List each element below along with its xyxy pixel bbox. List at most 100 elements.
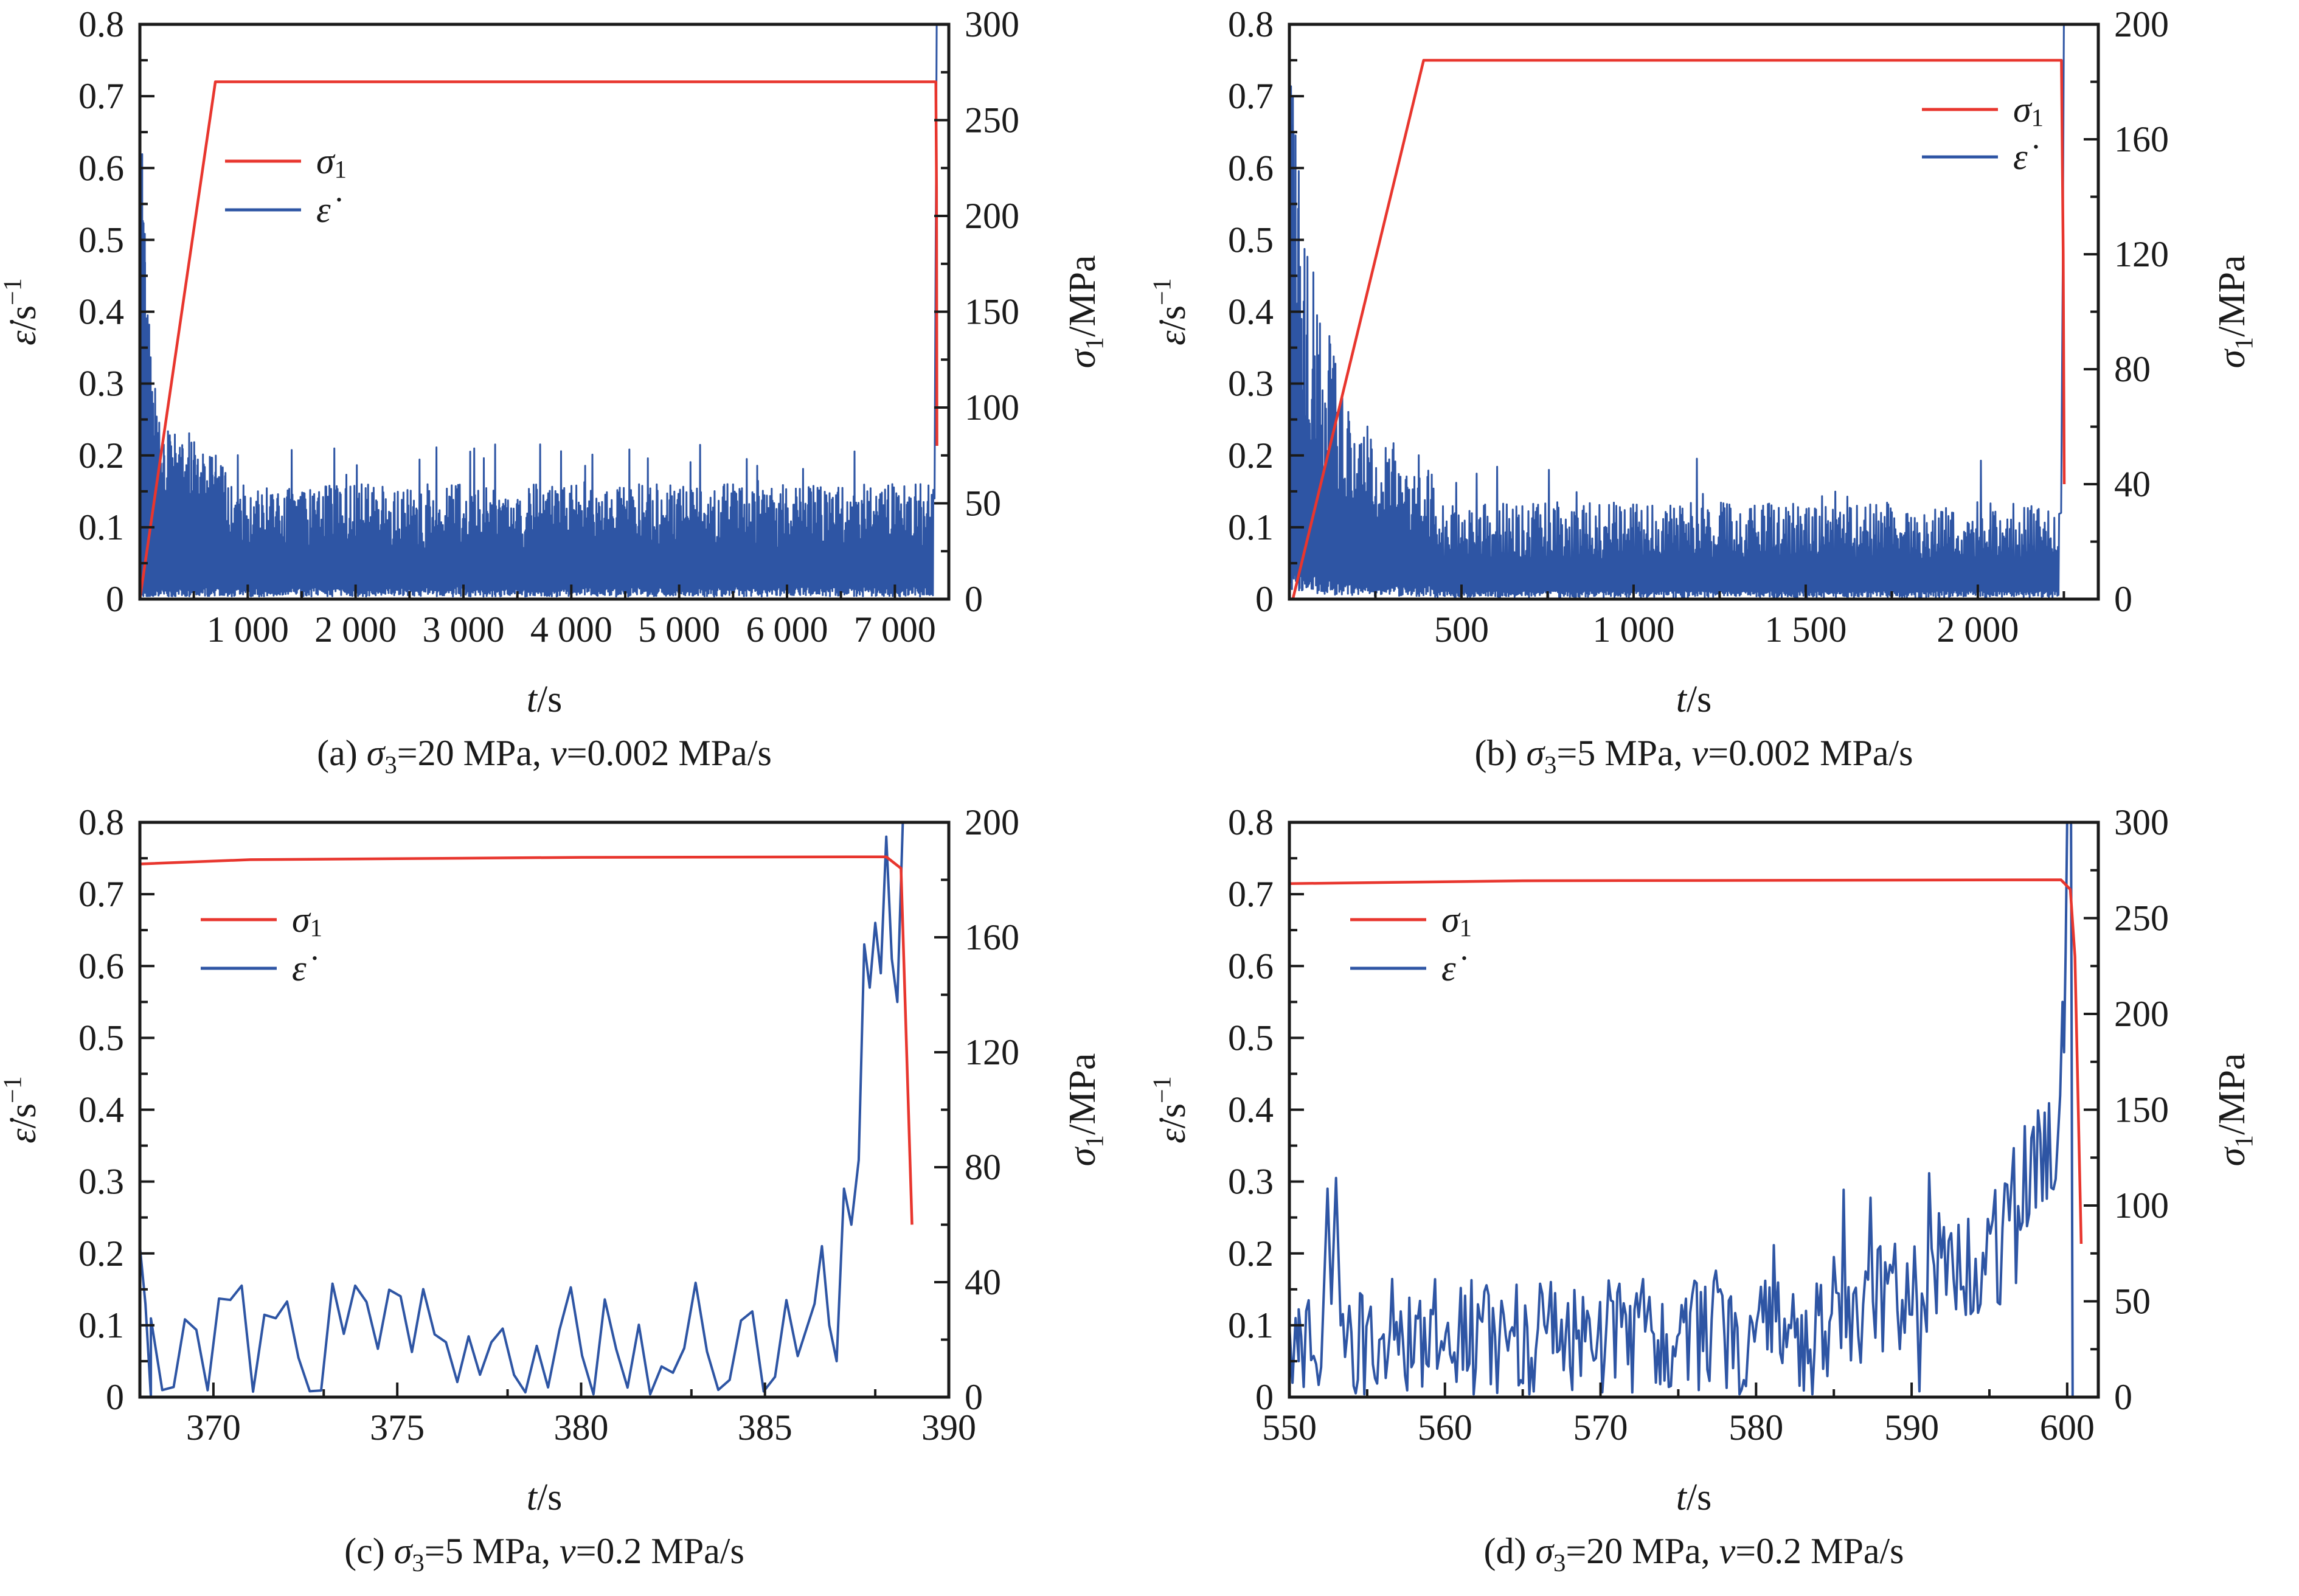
- x-tick-label: 580: [1729, 1407, 1783, 1448]
- y-right-tick-label: 0: [965, 579, 983, 619]
- x-tick-label: 6 000: [746, 609, 828, 650]
- y-left-tick-label: 0.8: [78, 4, 124, 44]
- legend-strain-rate-label: ε̇: [1441, 948, 1466, 988]
- y-left-axis-title: ε̇/s−1: [1148, 1076, 1193, 1143]
- x-tick-label: 2 000: [1937, 609, 2019, 650]
- y-left-tick-label: 0.2: [78, 1233, 124, 1274]
- legend-sigma1-label: σ1: [1441, 900, 1472, 942]
- y-left-tick-label: 0.1: [78, 507, 124, 547]
- strain-rate-curve: [140, 24, 938, 598]
- legend-strain-rate: ε̇: [201, 948, 317, 988]
- legend-strain-rate: ε̇: [225, 190, 341, 230]
- y-left-tick-label: 0.8: [1228, 4, 1274, 44]
- legend: σ1 ε̇: [1922, 89, 2044, 177]
- y-right-tick-label: 0: [965, 1377, 983, 1417]
- y-left-tick-label: 0.7: [1228, 76, 1274, 116]
- axis-titles: ε̇/s−1 σ1/MPa t/s (a) σ3=20 MPa, v=0.002 MP…: [0, 255, 1109, 779]
- series-group: [140, 822, 914, 1397]
- x-axis-title: t/s: [527, 679, 563, 720]
- axis-titles: ε̇/s−1 σ1/MPa t/s (b) σ3=5 MPa, v=0.002 MPa…: [1148, 255, 2258, 779]
- y-left-tick-label: 0.5: [78, 220, 124, 260]
- legend-strain-rate: ε̇: [1350, 948, 1466, 988]
- y-right-tick-label: 300: [2114, 802, 2169, 842]
- y-left-tick-label: 0.5: [1228, 220, 1274, 260]
- legend-sigma1-label: σ1: [316, 141, 347, 183]
- sigma1-curve: [1291, 58, 2066, 599]
- x-tick-label: 385: [738, 1407, 792, 1448]
- y-right-tick-label: 150: [965, 292, 1019, 332]
- strain-rate-curve: [140, 822, 904, 1397]
- chart-panel-d: 550 560 570 580 590 600 0 0.1 0.2 0.3 0.4 0.5 0.6 0.7…: [1148, 802, 2259, 1577]
- y-left-axis-title: ε̇/s−1: [1148, 278, 1193, 345]
- y-right-tick-label: 80: [2114, 349, 2151, 389]
- y-left-tick-label: 0.6: [1228, 148, 1274, 188]
- legend-strain-rate-label: ε̇: [2013, 137, 2038, 177]
- y-left-tick-label: 0.4: [78, 292, 124, 332]
- x-tick-label: 560: [1418, 1407, 1472, 1448]
- y-right-axis-title: σ1/MPa: [2211, 1053, 2259, 1166]
- x-axis-title: t/s: [527, 1477, 563, 1518]
- y-right-tick-label: 100: [965, 387, 1019, 428]
- y-right-tick-label: 80: [965, 1147, 1001, 1187]
- y-left-tick-label: 0: [106, 579, 124, 619]
- legend-strain-rate-label: ε̇: [316, 190, 341, 230]
- y-right-tick-label: 40: [965, 1262, 1001, 1302]
- chart-panel-b: 500 1 000 1 500 2 000 0 0.1 0.2 0.3 0.4 0.5 0.6 0.7…: [1148, 4, 2258, 779]
- x-tick-label: 375: [370, 1407, 425, 1448]
- y-left-tick-label: 0.1: [78, 1305, 124, 1345]
- axes: [138, 23, 951, 601]
- y-left-tick-label: 0.7: [78, 874, 124, 914]
- tick-labels: 1 000 2 000 3 000 4 000 5 000 6 000 7 000 0 0.1 0…: [78, 4, 1019, 650]
- y-left-tick-label: 0.5: [1228, 1018, 1274, 1058]
- legend-strain-rate-label: ε̇: [292, 948, 317, 988]
- y-left-tick-label: 0.4: [1228, 292, 1274, 332]
- y-right-tick-label: 200: [2114, 994, 2169, 1034]
- y-left-tick-label: 0: [1255, 579, 1274, 619]
- legend-sigma1: σ1: [225, 141, 347, 183]
- y-left-axis-title: ε̇/s−1: [0, 278, 44, 345]
- y-right-tick-label: 150: [2114, 1090, 2169, 1130]
- x-axis-title: t/s: [1676, 679, 1712, 720]
- y-right-tick-label: 0: [2114, 1377, 2132, 1417]
- x-tick-label: 570: [1573, 1407, 1628, 1448]
- y-left-tick-label: 0.3: [78, 1162, 124, 1202]
- y-right-tick-label: 50: [2114, 1282, 2151, 1322]
- y-right-tick-label: 160: [965, 917, 1019, 957]
- y-left-tick-label: 0.8: [1228, 802, 1274, 842]
- y-left-axis-title: ε̇/s−1: [0, 1076, 44, 1143]
- y-left-tick-label: 0.1: [1228, 507, 1274, 547]
- y-left-tick-label: 0.7: [1228, 874, 1274, 914]
- x-tick-label: 550: [1262, 1407, 1317, 1448]
- y-right-tick-label: 160: [2114, 119, 2169, 159]
- y-right-axis-title: σ1/MPa: [1062, 1053, 1109, 1166]
- x-tick-label: 1 000: [1592, 609, 1674, 650]
- tick-labels: 550 560 570 580 590 600 0 0.1 0.2 0.3 0.4 0.5 0.6 0.7…: [1228, 802, 2169, 1448]
- x-tick-label: 7 000: [854, 609, 936, 650]
- y-right-axis-title: σ1/MPa: [1062, 255, 1109, 368]
- panel-caption: (a) σ3=20 MPa, v=0.002 MPa/s: [317, 733, 772, 779]
- y-left-tick-label: 0.6: [78, 946, 124, 986]
- y-right-tick-label: 100: [2114, 1185, 2169, 1226]
- y-right-tick-label: 200: [965, 802, 1019, 842]
- x-tick-label: 390: [921, 1407, 976, 1448]
- axes: [1288, 23, 2100, 601]
- y-right-tick-label: 0: [2114, 579, 2132, 619]
- y-right-tick-label: 120: [965, 1032, 1019, 1072]
- y-right-tick-label: 40: [2114, 464, 2151, 504]
- y-left-tick-label: 0.6: [1228, 946, 1274, 986]
- panel-caption: (b) σ3=5 MPa, v=0.002 MPa/s: [1474, 733, 1913, 779]
- y-right-tick-label: 200: [965, 196, 1019, 236]
- sigma1-curve: [140, 80, 938, 599]
- chart-panel-c: 370 375 380 385 39000.10.20.30.40.50.60.70.8…: [0, 802, 1109, 1577]
- y-left-tick-label: 0.4: [78, 1090, 124, 1130]
- y-right-tick-label: 120: [2114, 234, 2169, 274]
- legend-sigma1-label: σ1: [292, 900, 322, 942]
- sigma1-curve: [1289, 878, 2083, 1244]
- legend-sigma1: σ1: [201, 900, 322, 942]
- y-right-tick-label: 300: [965, 4, 1019, 44]
- y-left-tick-label: 0.2: [1228, 435, 1274, 476]
- y-right-tick-label: 250: [965, 100, 1019, 141]
- axes: [138, 821, 951, 1399]
- x-tick-label: 590: [1884, 1407, 1939, 1448]
